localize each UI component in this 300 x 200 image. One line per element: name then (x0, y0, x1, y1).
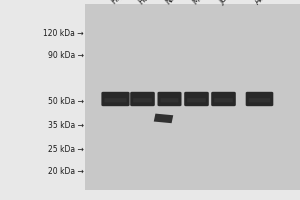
FancyBboxPatch shape (249, 98, 270, 102)
Text: 20 kDa →: 20 kDa → (48, 166, 84, 176)
Text: A431: A431 (254, 0, 275, 6)
Polygon shape (154, 114, 173, 123)
Bar (85, 4, 300, 190)
FancyBboxPatch shape (130, 92, 155, 106)
Text: MCF-7: MCF-7 (190, 0, 215, 6)
Text: NIH/3T3: NIH/3T3 (164, 0, 193, 6)
FancyBboxPatch shape (158, 92, 182, 106)
FancyBboxPatch shape (101, 92, 130, 106)
FancyBboxPatch shape (214, 98, 233, 102)
Text: 50 kDa →: 50 kDa → (48, 97, 84, 106)
Text: 120 kDa →: 120 kDa → (44, 28, 84, 38)
Text: Hela: Hela (136, 0, 156, 6)
FancyBboxPatch shape (211, 92, 236, 106)
FancyBboxPatch shape (187, 98, 206, 102)
FancyBboxPatch shape (246, 92, 273, 106)
FancyBboxPatch shape (133, 98, 152, 102)
Text: 25 kDa →: 25 kDa → (48, 144, 84, 154)
FancyBboxPatch shape (104, 98, 127, 102)
FancyBboxPatch shape (184, 92, 209, 106)
Text: HepG2: HepG2 (110, 0, 136, 6)
FancyBboxPatch shape (160, 98, 178, 102)
Text: 35 kDa →: 35 kDa → (48, 120, 84, 130)
Text: 90 kDa →: 90 kDa → (48, 50, 84, 60)
Text: Jurkat: Jurkat (218, 0, 241, 6)
